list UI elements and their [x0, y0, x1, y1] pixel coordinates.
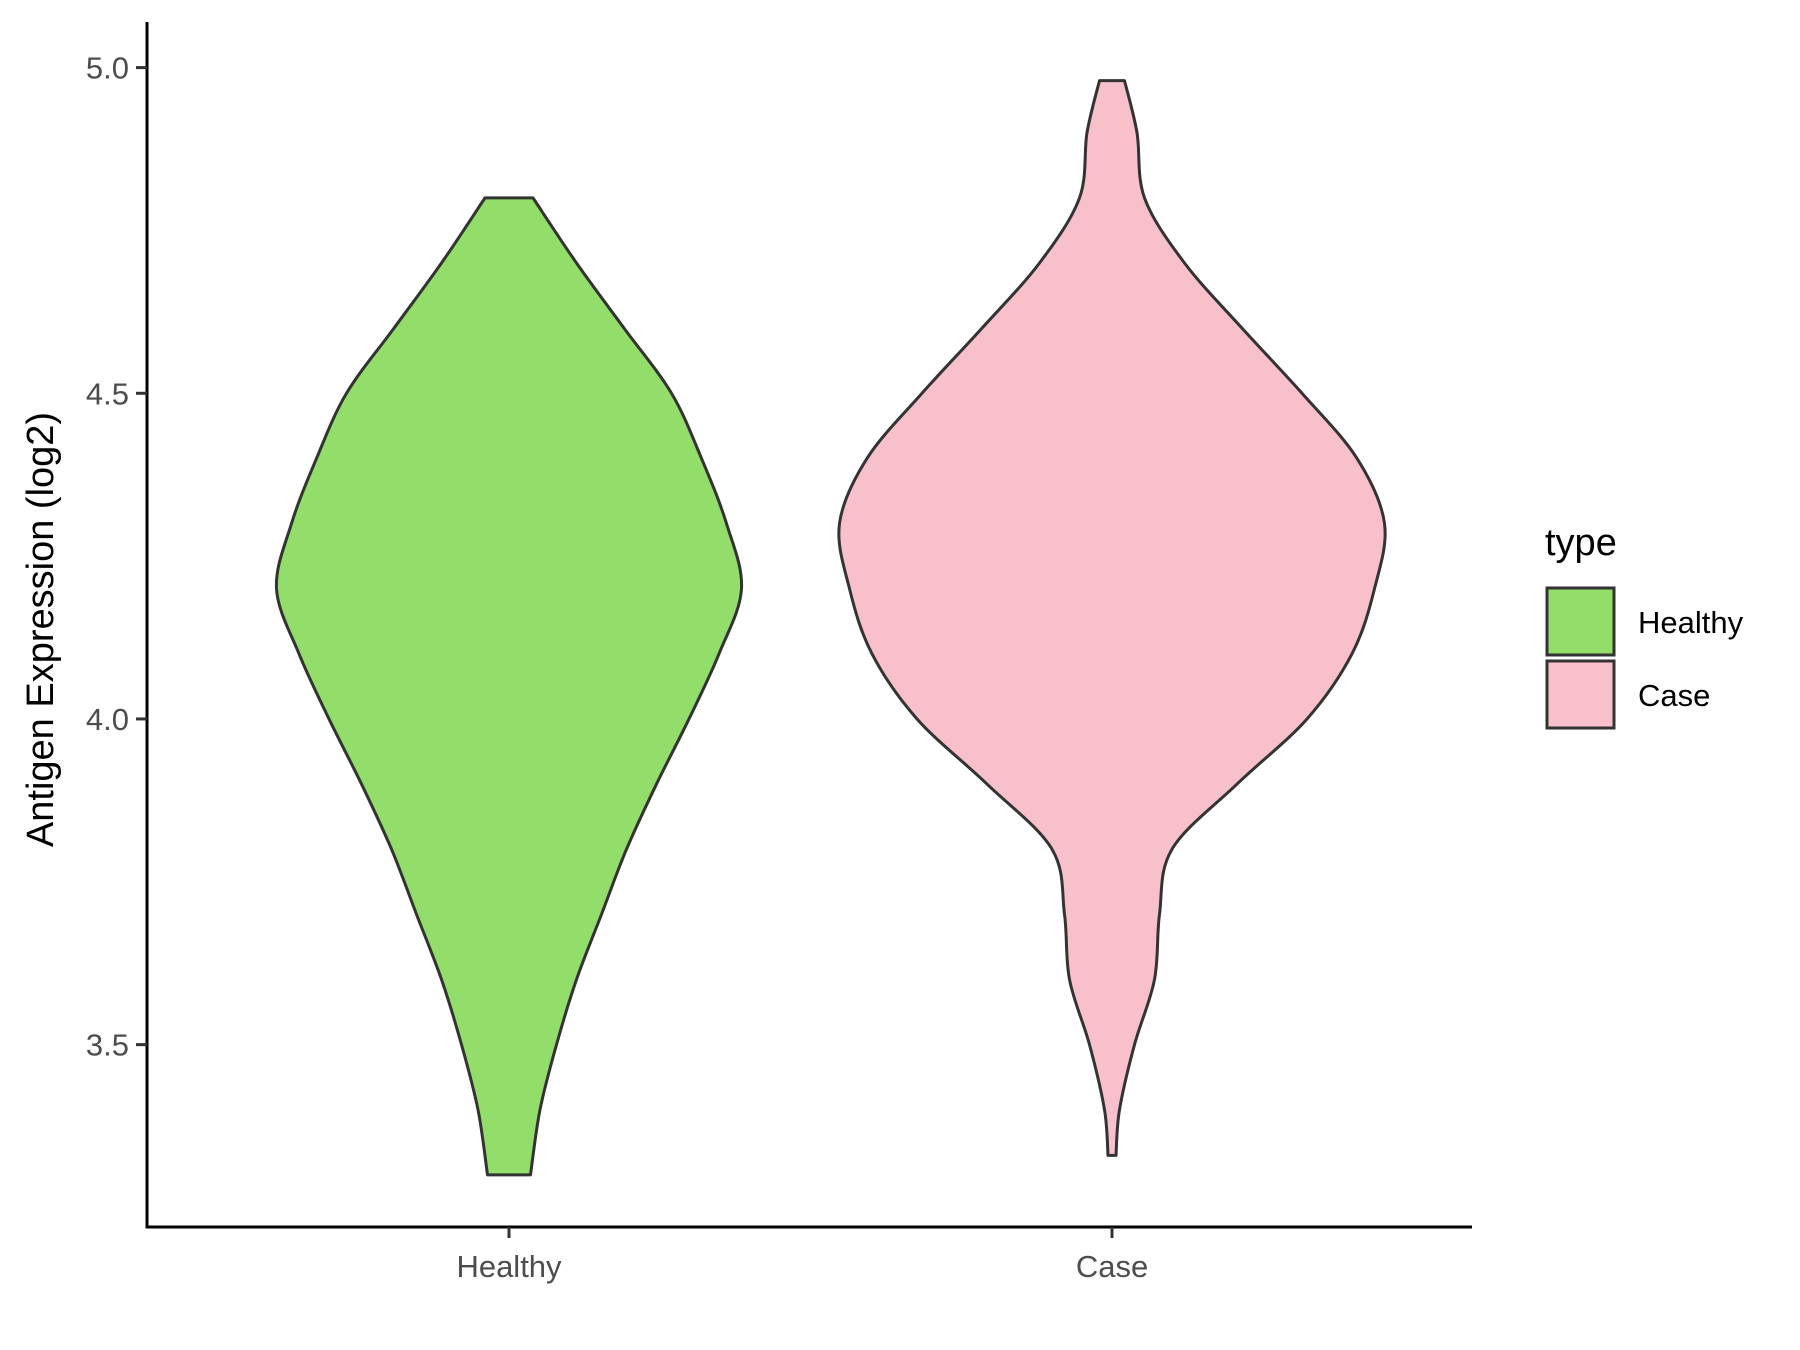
y-axis-title: Antigen Expression (log2) — [20, 412, 62, 847]
legend-swatch-healthy — [1545, 586, 1616, 657]
y-tick-label: 4.5 — [86, 376, 129, 411]
legend-swatch-case — [1545, 659, 1616, 730]
x-tick-label: Case — [1076, 1249, 1148, 1284]
x-axis-ticks: Healthy Case — [456, 1227, 1148, 1284]
violin-case — [837, 79, 1387, 1157]
y-tick-label: 3.5 — [86, 1028, 129, 1063]
violins-layer — [274, 79, 1387, 1177]
y-tick-label: 4.0 — [86, 702, 129, 737]
legend: type Healthy Case — [1545, 522, 1744, 730]
x-tick-label: Healthy — [456, 1249, 562, 1284]
y-axis-ticks: 3.5 4.0 4.5 5.0 — [86, 51, 147, 1063]
y-tick-label: 5.0 — [86, 51, 129, 86]
legend-label-case: Case — [1638, 678, 1710, 713]
legend-label-healthy: Healthy — [1638, 605, 1744, 640]
legend-title: type — [1545, 522, 1617, 564]
violin-healthy — [274, 196, 744, 1177]
